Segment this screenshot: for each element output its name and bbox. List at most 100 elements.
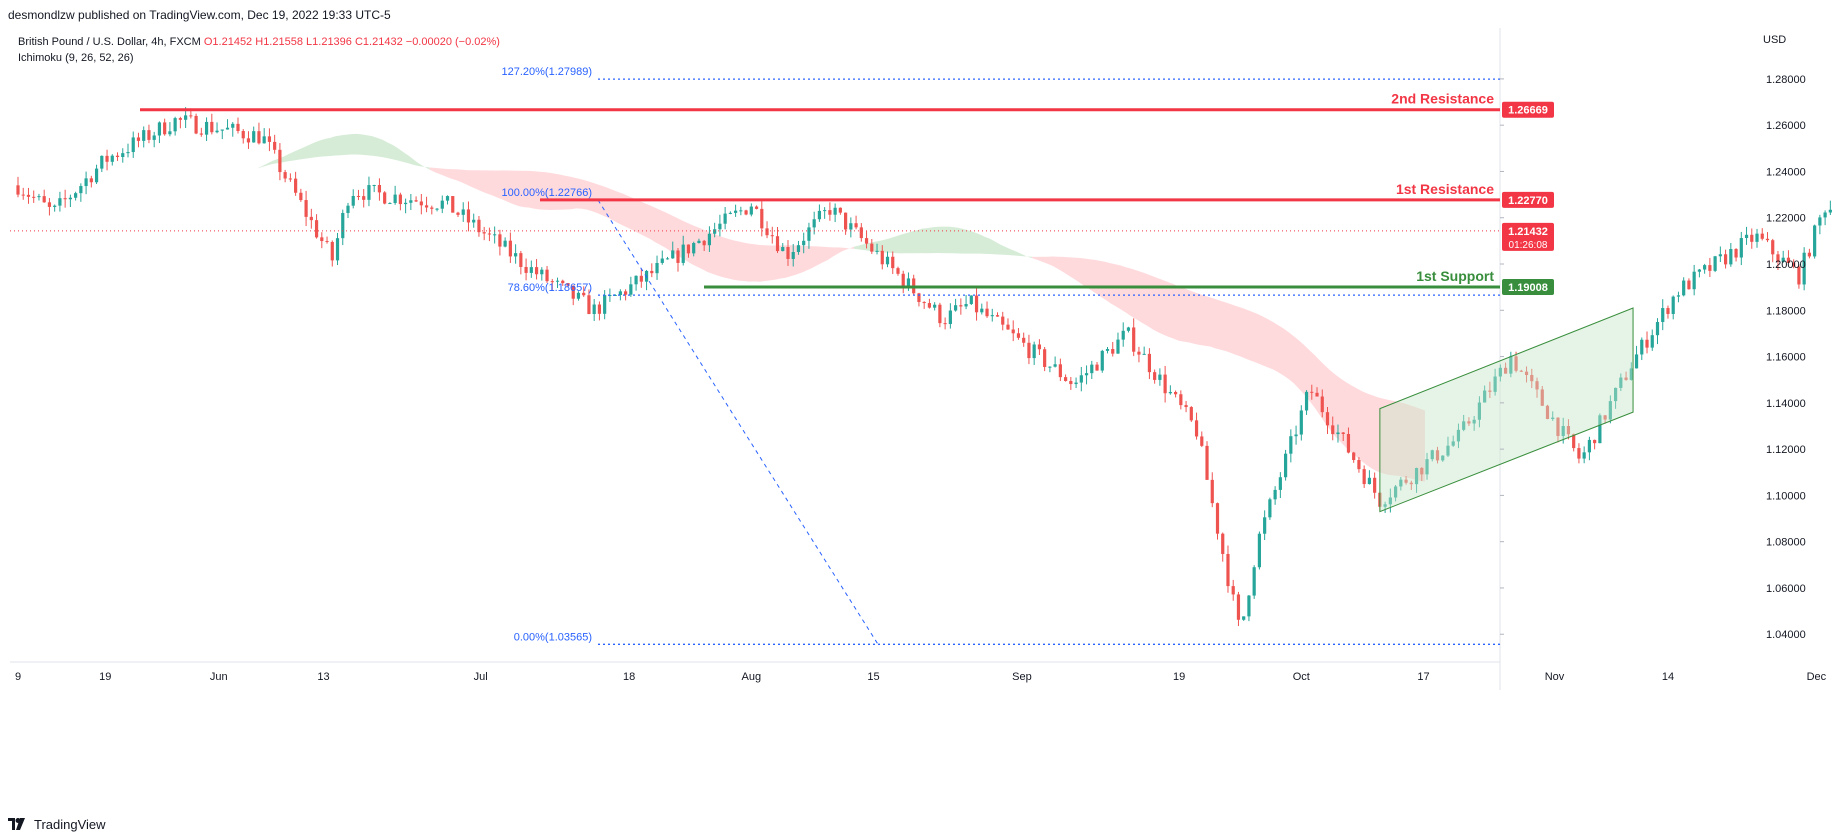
candle-body [1346,433,1351,453]
candle-body [985,308,989,317]
x-tick-label: Nov [1545,671,1565,683]
x-tick-label: 9 [15,671,21,683]
candle-body [1362,469,1366,485]
candle-body [393,194,397,204]
current-price-value: 1.21432 [1508,226,1548,238]
candle-body [1163,374,1167,394]
candle-body [1551,417,1555,419]
candle-body [1336,432,1340,435]
candle-body [231,123,235,128]
x-tick-label: Dec [1807,671,1827,683]
x-tick-label: 18 [623,671,635,683]
candle-body [1011,329,1015,334]
candle-body [37,196,41,198]
candle-body [508,240,512,257]
candle-body [1739,238,1743,258]
level-name-label: 2nd Resistance [1391,91,1494,107]
candle-body [1399,479,1403,487]
candle-body [1111,349,1115,354]
candle-body [1514,356,1518,371]
candle-body [555,280,560,282]
candle-body [1168,391,1172,394]
candle-body [1776,254,1780,262]
candle-body [1221,533,1225,554]
candle-body [283,172,287,179]
candle-body [1184,405,1188,408]
candle-body [299,192,303,201]
candle-body [927,303,932,308]
candle-body [1095,364,1099,371]
candle-body [1069,380,1073,385]
x-tick-label: 19 [99,671,111,683]
candle-body [194,115,198,134]
candle-body [1446,445,1450,456]
candle-body [854,223,858,228]
candle-body [1137,351,1141,355]
indicator-row[interactable]: Ichimoku (9, 26, 52, 26) [18,52,134,64]
candle-body [1404,479,1408,483]
candle-body [634,275,638,285]
candle-body [603,295,607,314]
candle-body [1744,234,1749,239]
candle-body [1593,439,1597,444]
y-tick-label: 1.06000 [1766,583,1806,595]
candle-body [1053,364,1057,367]
candle-body [1524,371,1529,375]
candle-body [1299,410,1303,435]
candle-body [954,305,958,311]
candle-body [990,315,994,317]
candle-body [189,115,193,117]
candle-body [1629,368,1633,380]
candle-body [1173,391,1178,395]
x-tick-label: Aug [742,671,762,683]
candle-body [142,130,146,141]
ichimoku-cloud-segment [1032,256,1425,482]
candle-body [692,243,696,254]
candle-body [1079,375,1083,383]
candle-body [1472,419,1476,424]
x-tick-label: 13 [317,671,329,683]
candle-body [1750,234,1754,242]
candle-body [1315,392,1319,397]
candle-body [896,268,900,274]
candle-body [812,219,816,228]
candle-body [1116,339,1120,354]
footer-brand[interactable]: TradingView [8,814,106,834]
candle-body [1352,452,1356,461]
candle-body [1613,387,1618,402]
candle-body [891,256,895,269]
candle-body [1273,489,1277,500]
candle-body [304,200,308,217]
candle-body [734,210,738,213]
candle-body [320,237,324,242]
candle-body [550,281,554,283]
candle-body [16,185,20,195]
candle-body [1001,316,1005,325]
candle-body [136,137,141,141]
candle-body [252,131,256,143]
x-tick-label: 14 [1662,671,1674,683]
candle-body [1310,391,1314,393]
candle-body [786,247,790,259]
candle-body [1608,401,1612,420]
candle-body [1263,517,1267,534]
candle-body [461,209,465,215]
candle-body [681,244,685,263]
candle-body [1236,594,1241,620]
chart-axes: 1.28000 1.26000 1.24000 1.22000 1.20000 1.180… [15,74,1827,683]
candle-body [173,118,177,132]
candle-body [1603,415,1607,420]
candle-body [1425,459,1429,475]
current-price-tag [1502,222,1554,251]
candle-body [1483,390,1487,403]
y-tick-label: 1.10000 [1766,490,1806,502]
candle-body [184,115,188,120]
y-tick-label: 1.18000 [1766,305,1806,317]
candlestick-series [16,107,1832,627]
candle-body [1074,382,1078,385]
y-tick-label: 1.14000 [1766,398,1806,410]
candle-body [770,235,774,237]
candle-body [723,213,727,224]
candle-body [519,253,523,267]
